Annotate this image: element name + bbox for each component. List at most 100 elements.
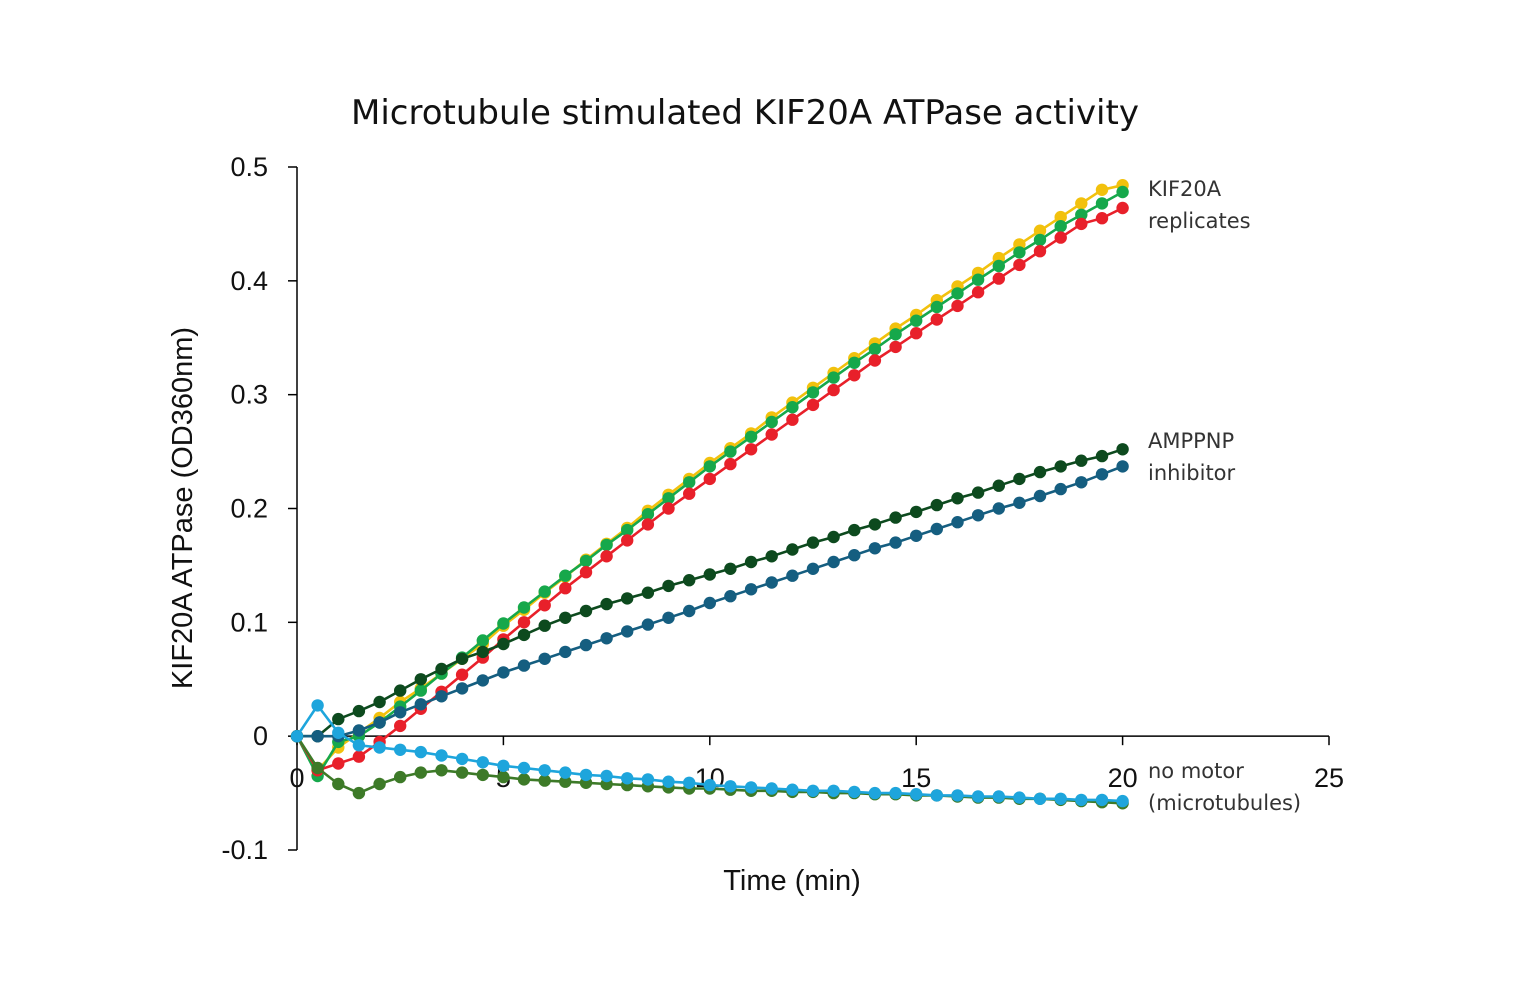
data-point [414,698,427,711]
data-point [476,768,489,782]
data-point [497,637,510,651]
data-point [827,530,840,544]
data-point [868,354,882,367]
data-point [455,668,469,681]
data-point [600,769,613,783]
data-point [311,730,324,743]
data-point [600,597,613,611]
data-point [600,538,613,552]
series-group [290,179,1129,810]
data-point [930,498,943,512]
data-point [435,690,448,703]
data-point [992,479,1005,492]
data-point [889,786,902,800]
data-point [476,645,489,659]
data-point [683,476,696,489]
data-point [662,775,675,788]
data-point [951,299,964,313]
data-point [394,684,407,697]
y-tick-label: 0 [253,721,268,751]
data-point [414,684,427,697]
data-point [621,772,634,785]
data-point [724,590,737,603]
data-point [641,518,655,531]
data-point [538,599,551,612]
data-point [352,750,366,763]
data-point [744,781,758,794]
data-point [517,616,531,629]
data-point [1116,185,1129,199]
data-point [579,604,593,618]
data-point [332,712,345,726]
annotation-nomotor-line: (microtubules) [1148,791,1301,815]
series-7 [290,699,1129,808]
data-point [538,619,551,632]
data-point [724,457,737,471]
data-point [868,542,882,555]
data-point [1033,245,1047,258]
data-point [724,445,737,458]
data-point [765,415,778,429]
data-point [765,782,778,795]
data-point [1116,460,1129,473]
data-point [724,562,737,575]
data-point [435,662,448,676]
data-point [1075,454,1088,467]
data-point [621,534,634,547]
data-point [910,788,923,801]
data-point [497,759,510,772]
data-point [910,327,923,340]
data-point [641,508,655,521]
data-point [600,632,613,645]
data-point [497,617,510,630]
data-point [848,785,861,799]
data-point [910,529,923,542]
data-point [1116,794,1129,808]
data-point [868,342,882,356]
data-point [352,739,366,752]
data-point [1075,197,1088,210]
data-point [332,777,345,791]
data-point [951,492,964,505]
data-point [621,523,634,537]
data-point [1075,208,1088,221]
data-point [848,549,861,562]
data-point [476,674,489,687]
data-point [868,518,882,531]
chart-title: Microtubule stimulated KIF20A ATPase act… [351,93,1139,133]
data-point [786,401,799,414]
data-point [889,340,902,354]
data-point [786,413,799,426]
data-point [703,568,716,581]
data-point [414,766,427,779]
data-point [930,300,943,314]
data-point [373,777,386,791]
data-point [538,585,551,598]
annotation-amppnp-line: inhibitor [1148,461,1236,485]
x-axis-label: Time (min) [723,865,860,897]
data-point [683,574,696,587]
data-point [455,652,469,665]
data-point [538,652,551,665]
data-point [517,601,531,614]
data-point [1033,224,1047,237]
annotation-kif20a-line: KIF20A [1148,177,1222,201]
data-point [559,582,572,595]
data-point [1054,220,1067,233]
data-point [455,752,469,766]
data-point [992,790,1005,803]
y-tick-label: 0.1 [230,607,268,637]
data-point [1033,792,1047,805]
data-point [1013,472,1026,486]
data-point [394,770,407,784]
data-point [848,523,861,537]
annotation-kif20a-line: replicates [1148,209,1251,233]
data-point [332,757,345,770]
data-point [889,511,902,524]
data-point [579,554,593,568]
data-point [1095,183,1109,196]
data-point [806,536,820,549]
data-point [765,550,778,563]
